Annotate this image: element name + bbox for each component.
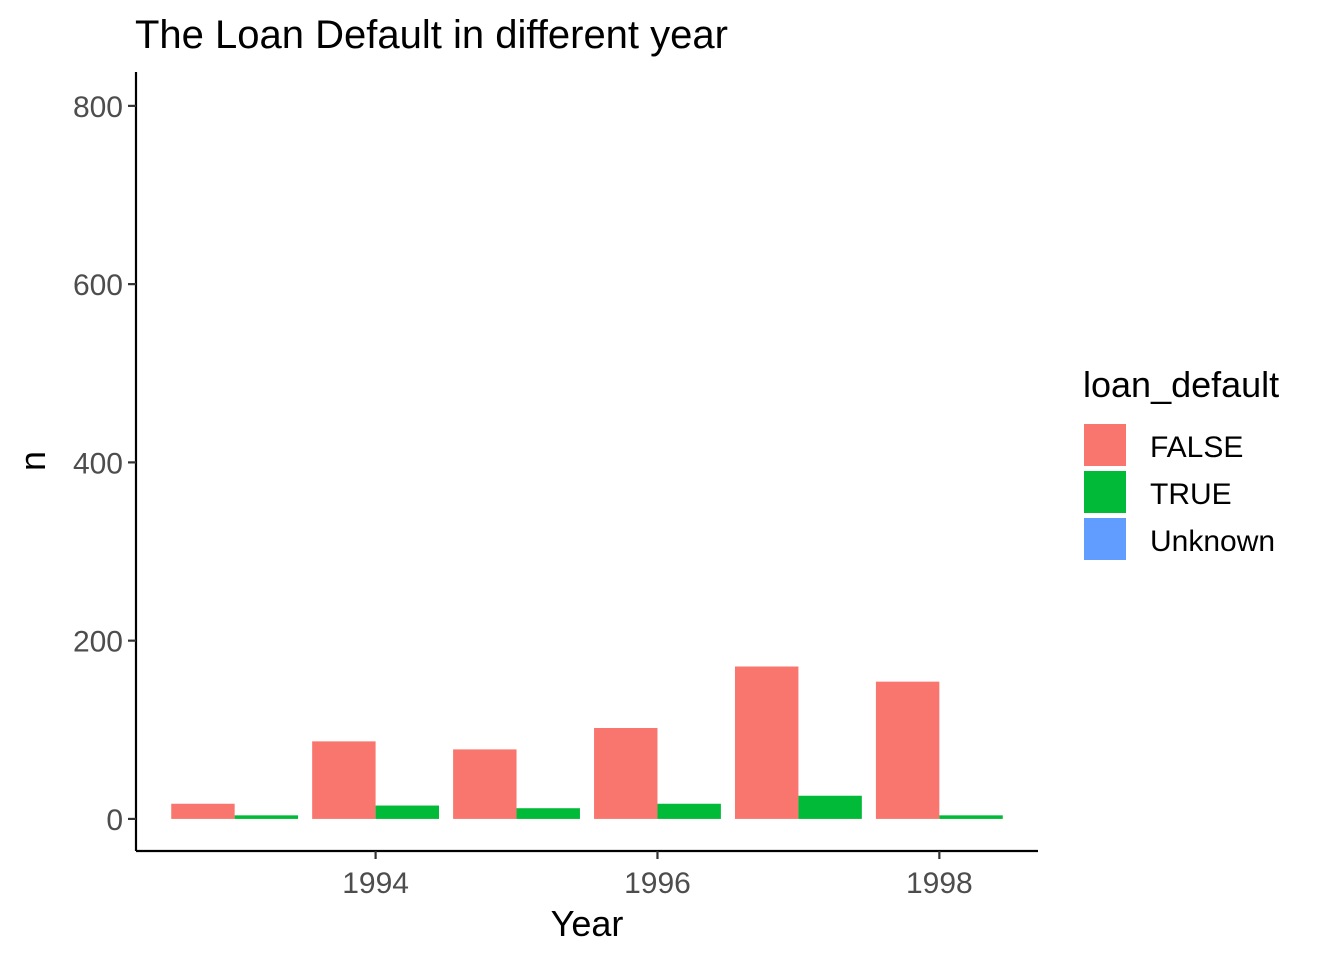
x-axis-ticks: 1994 1996 1998	[342, 851, 973, 900]
bar-true-1994	[375, 805, 440, 819]
y-tick-label: 200	[73, 626, 123, 659]
legend-label-true: TRUE	[1150, 478, 1232, 511]
x-tick-label: 1994	[342, 867, 409, 900]
x-axis-title: Year	[551, 903, 624, 944]
legend: loan_default FALSE TRUE Unknown	[1083, 364, 1279, 560]
bar-false-1996	[594, 728, 658, 819]
legend-key-false	[1084, 424, 1126, 466]
bar-true-1997	[798, 795, 862, 819]
bar-true-1995	[516, 808, 580, 819]
bar-true-1993	[234, 815, 299, 819]
y-tick-label: 800	[73, 91, 123, 124]
legend-key-unknown	[1084, 518, 1126, 560]
x-tick-label: 1996	[624, 867, 691, 900]
bars-layer	[171, 666, 1003, 819]
legend-label-false: FALSE	[1150, 431, 1243, 464]
legend-label-unknown: Unknown	[1150, 525, 1275, 558]
bar-false-1994	[312, 741, 376, 819]
y-tick-label: 0	[106, 804, 123, 837]
bar-false-1993	[171, 803, 235, 819]
legend-title: loan_default	[1083, 364, 1279, 405]
chart-title: The Loan Default in different year	[135, 13, 728, 57]
bar-true-1998	[939, 815, 1003, 819]
x-tick-label: 1998	[906, 867, 973, 900]
bar-true-1996	[657, 803, 721, 819]
y-axis-ticks: 0 200 400 600 800	[73, 91, 136, 837]
bar-false-1998	[875, 681, 940, 819]
bar-false-1997	[734, 666, 799, 819]
y-tick-label: 400	[73, 447, 123, 480]
y-axis-title: n	[12, 451, 53, 471]
legend-key-true	[1084, 471, 1126, 513]
bar-false-1995	[453, 749, 517, 819]
y-tick-label: 600	[73, 269, 123, 302]
